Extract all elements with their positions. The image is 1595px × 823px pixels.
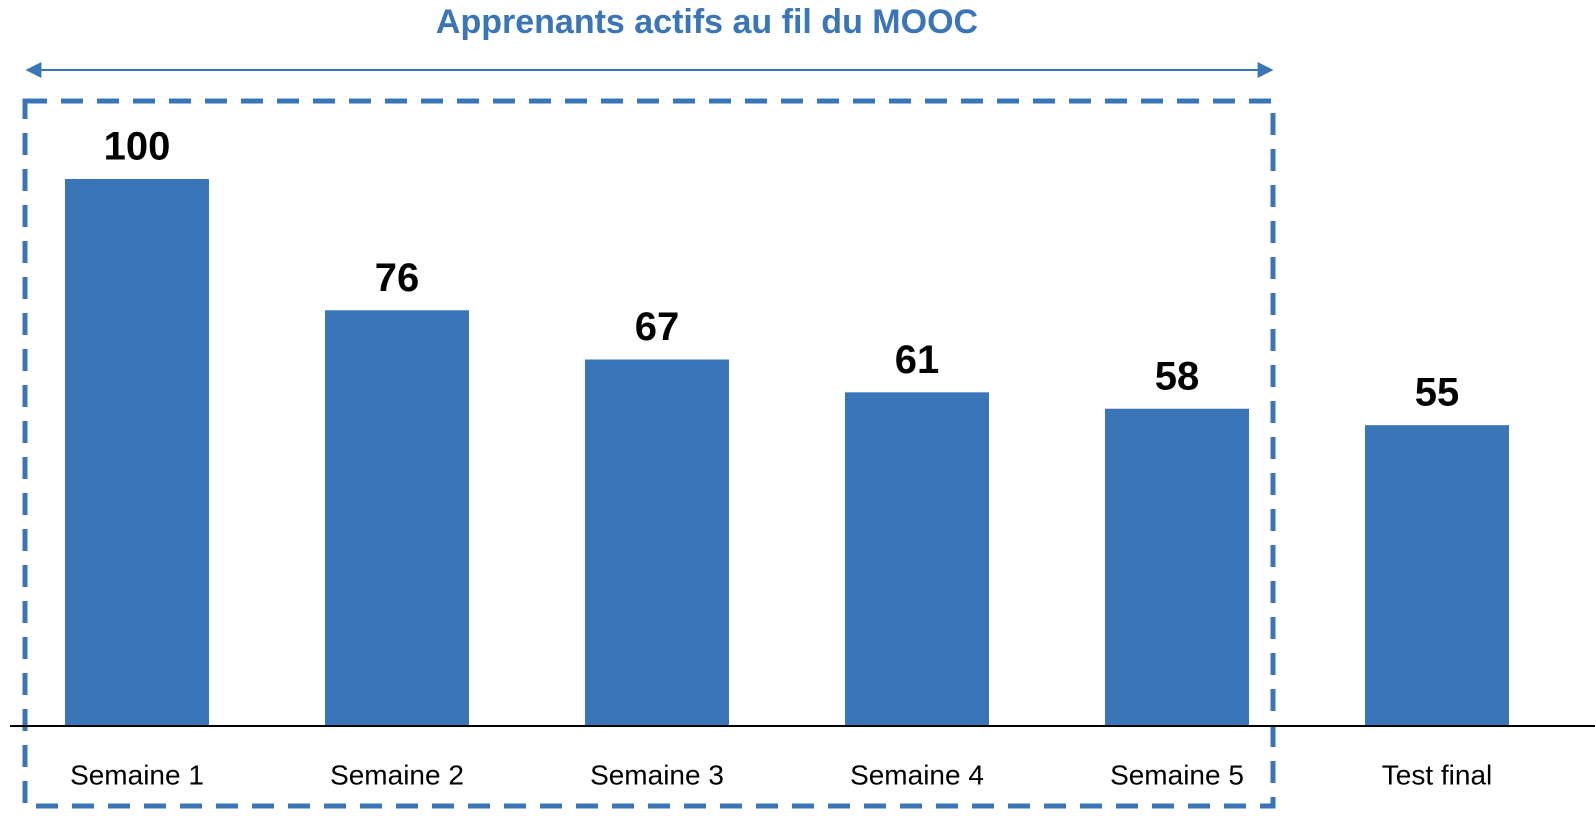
bar (65, 179, 209, 726)
x-tick-label: Test final (1382, 759, 1493, 790)
chart-title: Apprenants actifs au fil du MOOC (436, 3, 978, 41)
bar (585, 359, 729, 726)
value-label: 100 (104, 125, 171, 169)
x-tick-label: Semaine 4 (850, 759, 984, 790)
x-tick-label: Semaine 5 (1110, 759, 1244, 790)
x-tick-label: Semaine 2 (330, 759, 464, 790)
value-label: 67 (635, 305, 680, 349)
bar (1105, 408, 1249, 726)
x-tick-label: Semaine 1 (70, 759, 204, 790)
value-label: 61 (895, 338, 940, 382)
bar (325, 310, 469, 726)
bar (1365, 425, 1509, 726)
x-tick-label: Semaine 3 (590, 759, 724, 790)
value-label: 76 (375, 256, 420, 300)
value-label: 55 (1415, 371, 1460, 415)
span-box (22, 98, 1276, 809)
value-label: 58 (1155, 354, 1200, 398)
bar (845, 392, 989, 726)
